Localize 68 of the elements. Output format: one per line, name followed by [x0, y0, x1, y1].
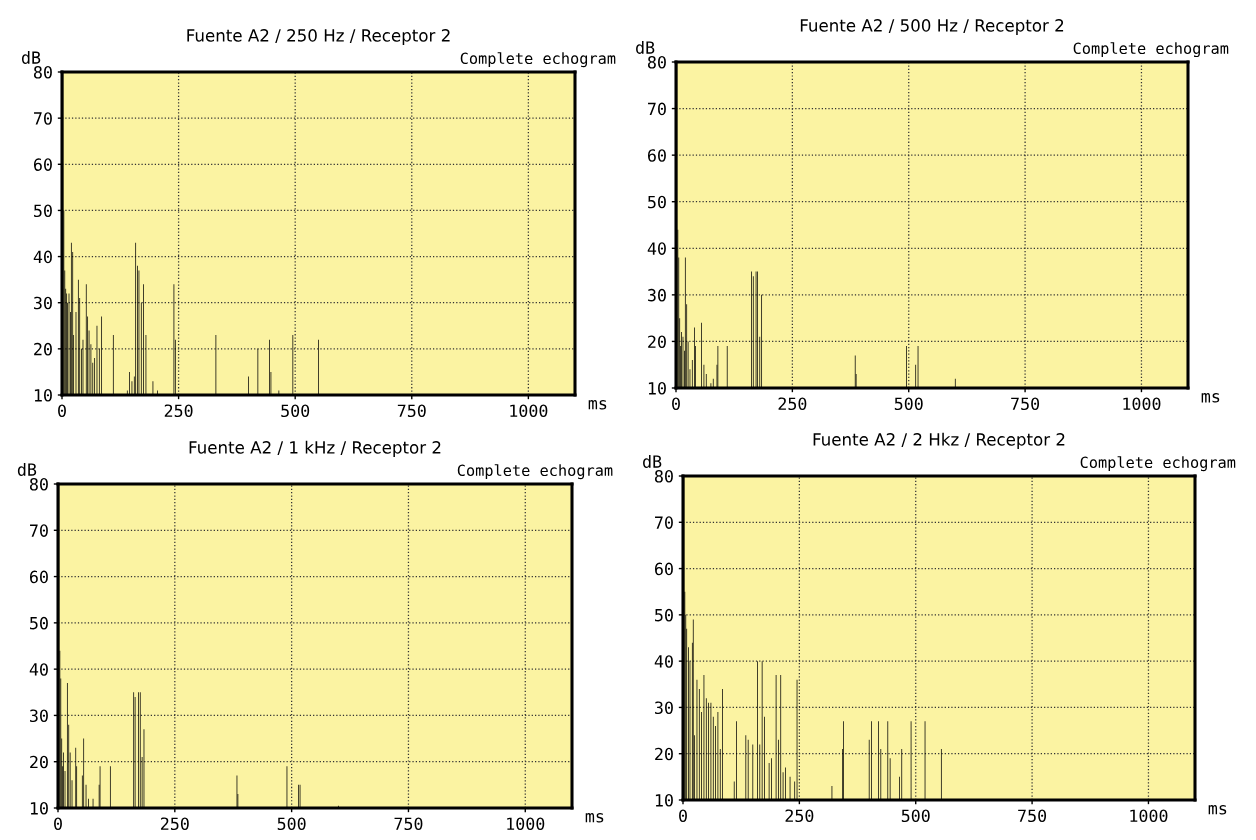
y-tick-label: 20	[30, 755, 48, 769]
y-tick-label: 60	[29, 570, 48, 584]
y-tick-label: 40	[654, 655, 673, 668]
y-tick-label: 20	[648, 335, 666, 349]
x-tick-label: 750	[394, 817, 423, 831]
x-axis-title: ms	[585, 813, 604, 823]
x-tick-label: 250	[785, 809, 814, 823]
y-tick-label: 40	[33, 250, 52, 264]
y-tick-label: 70	[30, 524, 48, 537]
chart-subtitle: Complete echogram	[457, 464, 613, 480]
y-tick-label: 30	[648, 288, 666, 302]
chart-subtitle: Complete echogram	[460, 52, 616, 68]
y-axis-title: dB	[21, 51, 41, 64]
x-tick-label: 500	[901, 809, 930, 823]
chart-subtitle: Complete echogram	[1073, 42, 1229, 58]
y-tick-label: 10	[655, 794, 673, 807]
y-tick-label: 60	[654, 562, 673, 576]
y-tick-label: 80	[654, 470, 673, 483]
y-tick-label: 20	[34, 342, 52, 356]
y-tick-label: 10	[34, 389, 52, 402]
y-tick-label: 10	[30, 802, 48, 815]
x-tick-label: 750	[1018, 809, 1047, 823]
chart-title: Fuente A2 / 250 Hz / Receptor 2	[187, 29, 450, 45]
y-tick-label: 40	[29, 663, 48, 676]
y-tick-label: 70	[648, 102, 666, 116]
y-tick-label: 50	[34, 204, 52, 218]
x-axis-title: ms	[1201, 393, 1220, 403]
y-tick-label: 50	[648, 195, 666, 209]
x-axis-title: ms	[1208, 805, 1227, 815]
y-tick-label: 60	[647, 149, 666, 162]
x-tick-label: 0	[58, 404, 66, 418]
y-tick-label: 70	[655, 516, 673, 529]
y-axis-title: dB	[17, 463, 37, 476]
y-tick-label: 40	[647, 242, 666, 255]
x-tick-label: 750	[1011, 397, 1040, 411]
y-tick-label: 30	[30, 709, 48, 723]
y-tick-label: 50	[30, 616, 48, 630]
x-tick-label: 250	[161, 817, 189, 831]
chart-title: Fuente A2 / 500 Hz / Receptor 2	[800, 19, 1064, 35]
x-tick-label: 1000	[507, 817, 545, 831]
x-tick-label: 750	[397, 404, 426, 418]
x-tick-label: 500	[281, 404, 310, 418]
y-tick-label: 50	[655, 608, 673, 622]
y-tick-label: 20	[655, 747, 673, 761]
y-tick-label: 80	[647, 56, 666, 69]
y-tick-label: 30	[655, 701, 673, 715]
x-tick-label: 1000	[1123, 397, 1161, 411]
x-tick-label: 500	[894, 397, 923, 411]
y-tick-label: 70	[34, 112, 52, 125]
y-tick-label: 10	[648, 382, 666, 395]
x-tick-label: 0	[672, 397, 680, 411]
chart-title: Fuente A2 / 1 kHz / Receptor 2	[189, 440, 441, 457]
y-tick-label: 30	[34, 296, 52, 310]
y-axis-title: dB	[643, 455, 662, 468]
y-tick-label: 80	[29, 478, 48, 491]
x-tick-label: 250	[778, 397, 807, 411]
chart-title: Fuente A2 / 2 Hkz / Receptor 2	[813, 432, 1065, 449]
y-tick-label: 80	[33, 66, 52, 79]
chart-subtitle: Complete echogram	[1080, 456, 1236, 472]
y-tick-label: 60	[33, 158, 52, 171]
x-axis-title: ms	[588, 400, 607, 410]
x-tick-label: 1000	[1130, 809, 1168, 823]
x-tick-label: 0	[54, 817, 62, 831]
x-tick-label: 0	[679, 809, 687, 823]
y-axis-title: dB	[636, 40, 655, 54]
x-tick-label: 500	[277, 817, 306, 831]
x-tick-label: 250	[164, 404, 193, 418]
x-tick-label: 1000	[510, 404, 548, 418]
